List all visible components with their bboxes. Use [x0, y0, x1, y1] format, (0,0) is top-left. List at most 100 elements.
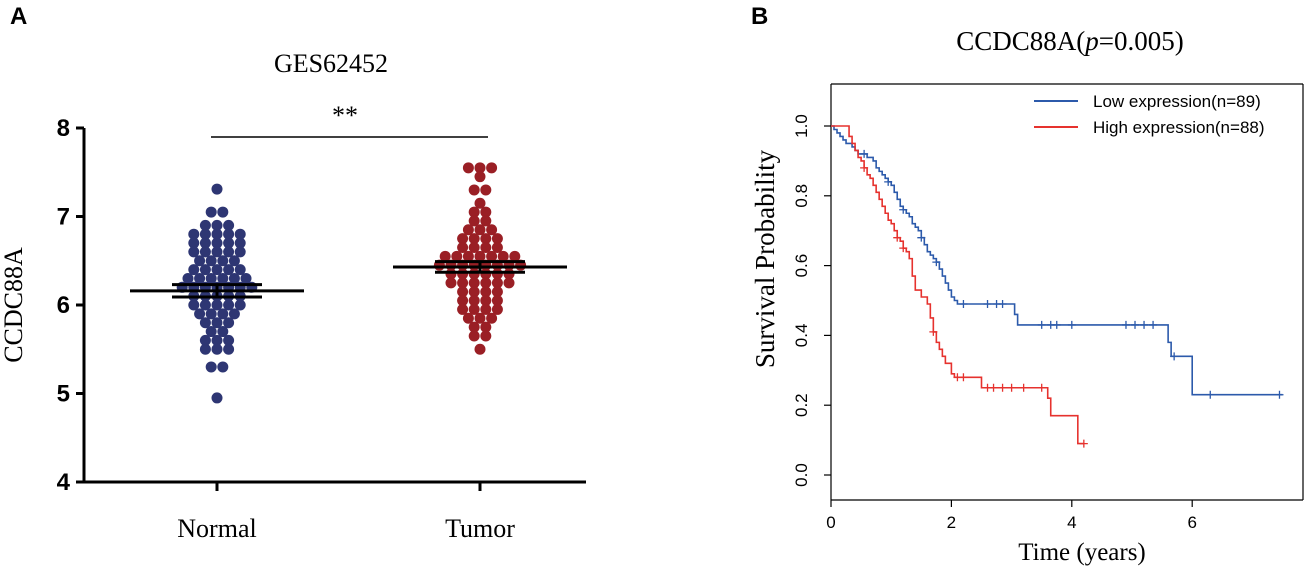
- chart-a-point-normal: [211, 299, 223, 311]
- chart-a-point-normal: [199, 237, 211, 249]
- censor-mark-high: [1007, 383, 1016, 392]
- chart-a-point-normal: [199, 317, 211, 329]
- censor-mark-low: [1140, 320, 1149, 329]
- chart-b-y-tick-label: 0.0: [792, 463, 811, 487]
- censor-mark-low: [1149, 320, 1158, 329]
- chart-a-x-tick-label: Normal: [177, 514, 256, 543]
- chart-a-point-tumor: [491, 233, 503, 245]
- chart-a-point-normal: [211, 334, 223, 346]
- chart-a-point-tumor: [474, 197, 486, 209]
- chart-a-point-tumor: [462, 250, 474, 262]
- chart-a-point-normal: [205, 206, 217, 218]
- chart-b-y-tick-label: 1.0: [792, 114, 811, 138]
- chart-a-point-tumor: [491, 286, 503, 298]
- chart-a-point-normal: [188, 237, 200, 249]
- chart-a-point-normal: [194, 272, 206, 284]
- chart-a-point-normal: [223, 343, 235, 355]
- significance-label: **: [332, 101, 358, 130]
- chart-a-point-tumor: [468, 295, 480, 307]
- chart-a-point-tumor: [457, 303, 469, 315]
- chart-a-point-normal: [211, 228, 223, 240]
- censor-mark-high: [1019, 383, 1028, 392]
- chart-a-y-tick-label: 6: [57, 292, 70, 319]
- chart-a-y-tick-label: 5: [57, 381, 70, 408]
- chart-a-point-normal: [223, 299, 235, 311]
- chart-a-point-normal: [234, 228, 246, 240]
- chart-a-point-tumor: [462, 224, 474, 236]
- chart-a-point-normal: [234, 264, 246, 276]
- chart-a-point-normal: [211, 183, 223, 195]
- censor-mark-low: [1037, 320, 1046, 329]
- chart-a-point-normal: [223, 246, 235, 258]
- chart-a-y-tick-label: 8: [57, 115, 70, 142]
- panel-a-letter: A: [10, 3, 27, 30]
- chart-a-point-normal: [205, 255, 217, 267]
- censor-mark-high: [1079, 439, 1088, 448]
- chart-a-point-normal: [228, 272, 240, 284]
- chart-a-point-normal: [217, 255, 229, 267]
- chart-b-x-tick-label: 6: [1187, 513, 1196, 532]
- chart-a-point-tumor: [486, 312, 498, 324]
- censor-mark-low: [998, 299, 1007, 308]
- chart-a-point-tumor: [480, 233, 492, 245]
- chart-a-point-tumor: [480, 321, 492, 333]
- chart-a-point-normal: [182, 272, 194, 284]
- chart-a-point-tumor: [486, 224, 498, 236]
- censor-mark-high: [893, 233, 902, 242]
- censor-mark-low: [932, 258, 941, 267]
- chart-a-point-tumor: [468, 277, 480, 289]
- censor-mark-high: [998, 383, 1007, 392]
- chart-a-point-normal: [188, 299, 200, 311]
- chart-b-title: CCDC88A(p=0.005): [956, 26, 1184, 56]
- chart-a-point-tumor: [468, 321, 480, 333]
- censor-mark-low: [1067, 320, 1076, 329]
- chart-b-y-tick-label: 0.8: [792, 184, 811, 208]
- chart-a-point-tumor: [491, 277, 503, 289]
- panel-a: A GES62452 CCDC88A 4 5 6 7 8 Normal Tumor **: [0, 3, 586, 543]
- chart-a-points: [176, 162, 527, 404]
- chart-a-point-tumor: [480, 206, 492, 218]
- censor-mark-low: [1121, 320, 1130, 329]
- chart-a-point-tumor: [497, 250, 509, 262]
- chart-a-point-normal: [188, 246, 200, 258]
- censor-mark-low: [1131, 320, 1140, 329]
- censor-mark-low: [1052, 320, 1061, 329]
- chart-a-point-normal: [188, 264, 200, 276]
- chart-a-point-tumor: [480, 215, 492, 227]
- chart-b-plot-area: [830, 83, 1304, 501]
- chart-a-point-normal: [217, 361, 229, 373]
- chart-a-y-axis-label: CCDC88A: [0, 247, 28, 363]
- censor-mark-high: [899, 244, 908, 253]
- chart-a-point-normal: [211, 343, 223, 355]
- chart-a-point-normal: [205, 308, 217, 320]
- chart-a-point-tumor: [491, 303, 503, 315]
- chart-b-y-tick-label: 0.2: [792, 393, 811, 417]
- chart-a-title: GES62452: [274, 49, 388, 78]
- chart-a-point-tumor: [468, 286, 480, 298]
- chart-a-point-tumor: [468, 233, 480, 245]
- chart-a-point-normal: [234, 246, 246, 258]
- chart-a-point-tumor: [457, 233, 469, 245]
- chart-a-point-normal: [199, 219, 211, 231]
- chart-a-point-normal: [211, 392, 223, 404]
- panel-b: B CCDC88A(p=0.005) Survival Probability …: [750, 3, 1304, 566]
- chart-a-point-normal: [188, 228, 200, 240]
- survival-curve-high: [831, 125, 1084, 445]
- chart-a-point-tumor: [457, 241, 469, 253]
- censor-mark-low: [860, 149, 869, 158]
- chart-a-point-tumor: [480, 277, 492, 289]
- chart-a-point-normal: [223, 228, 235, 240]
- legend-label-low: Low expression(n=89): [1093, 92, 1261, 111]
- censor-mark-low: [959, 299, 968, 308]
- chart-b-y-tick-label: 0.6: [792, 254, 811, 278]
- chart-a-point-tumor: [480, 295, 492, 307]
- panel-b-letter: B: [751, 3, 768, 30]
- censor-mark-low: [1170, 352, 1179, 361]
- chart-a-point-normal: [211, 237, 223, 249]
- chart-a-point-tumor: [451, 250, 463, 262]
- chart-b-x-axis-label: Time (years): [1018, 539, 1146, 566]
- chart-b-title-p-value: =0.005: [1099, 26, 1175, 56]
- censor-mark-low: [899, 205, 908, 214]
- chart-a-point-normal: [234, 299, 246, 311]
- chart-a-point-tumor: [486, 250, 498, 262]
